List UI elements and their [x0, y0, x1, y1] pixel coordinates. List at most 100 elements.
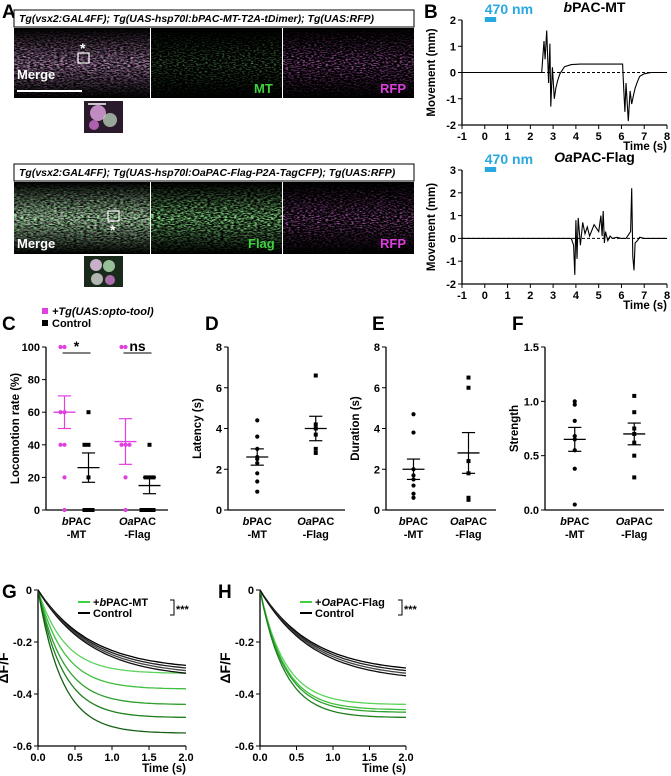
series-line-5 [37, 589, 187, 667]
stimulus-bar [484, 17, 497, 22]
y-tick-label: 0 [216, 505, 222, 517]
y-tick-label: -1 [446, 94, 456, 106]
series-line-3 [259, 589, 407, 719]
x-tick-label: -1 [457, 131, 467, 143]
data-point [255, 418, 260, 423]
data-point [572, 418, 577, 423]
channel-label-rfp-bottom: RFP [380, 236, 406, 251]
x-tick-label: -1 [457, 290, 467, 302]
y-tick-label: 100 [22, 342, 40, 354]
data-point [632, 475, 637, 480]
data-point [313, 450, 318, 455]
y-tick-label: 8 [374, 342, 380, 354]
data-point [411, 495, 416, 500]
image-rfp-bottom [283, 182, 414, 254]
y-tick-label: 0 [450, 233, 456, 245]
y-tick-label: 4 [216, 424, 223, 436]
significance-bracket [170, 599, 175, 616]
title-box-bottom [13, 163, 415, 182]
y-tick-label: 40 [28, 440, 40, 452]
image-merge-bottom [14, 182, 150, 254]
y-tick-label: 0 [248, 585, 254, 597]
stimulus-label: 470 nm [485, 1, 533, 17]
data-point [86, 410, 91, 415]
series-line-0 [462, 30, 667, 122]
panel-label-a: A [2, 2, 16, 23]
y-tick-label: -0.6 [235, 741, 254, 753]
data-point [572, 466, 577, 471]
image-rfp-top [283, 28, 414, 99]
y-tick-label: 2 [374, 464, 380, 476]
channel-label-merge-top: Merge [17, 67, 55, 82]
significance-label: *** [404, 604, 418, 616]
x-tick-label: 4 [573, 131, 580, 143]
chart-title: bPAC-MT [564, 0, 626, 15]
y-tick-label: 8 [216, 342, 222, 354]
series-line-4 [259, 589, 407, 669]
x-tick-label: 2.0 [178, 752, 193, 764]
y-axis-label: Duration (s) [350, 396, 362, 461]
legend-label: Control [52, 318, 91, 330]
legend-label: +bPAC-MT [93, 597, 148, 609]
data-point [632, 453, 637, 458]
data-point [632, 410, 637, 415]
category-label: bPAC -MT [62, 516, 91, 541]
x-tick-label: 7 [641, 290, 647, 302]
legend-swatch [42, 320, 48, 326]
series-line-1 [37, 589, 187, 690]
series-line-7 [259, 589, 407, 677]
legend-label: +Tg(UAS:opto-tool) [52, 306, 154, 318]
data-point [313, 373, 318, 378]
y-tick-label: 0 [374, 505, 380, 517]
data-point [572, 502, 577, 507]
y-tick-label: 6 [374, 383, 380, 395]
data-point [123, 344, 128, 350]
y-tick-label: 0 [26, 585, 32, 597]
significance-label: ns [129, 338, 146, 354]
inset-bottom [84, 256, 123, 287]
x-tick-label: 2.0 [398, 752, 413, 764]
y-axis-label: Movement (mm) [426, 183, 438, 271]
y-tick-label: -0.6 [13, 741, 32, 753]
chart-E: 0 2 4 6 8 Duration (s) bPAC -MT OaPAC -Flag [350, 342, 496, 541]
inset-top [84, 101, 123, 133]
y-tick-label: 3 [450, 165, 456, 177]
series-line-2 [259, 589, 407, 713]
x-tick-label: 6 [618, 290, 624, 302]
stimulus-label: 470 nm [485, 151, 533, 167]
y-tick-label: 80 [28, 375, 40, 387]
panel-label-g: G [2, 582, 17, 603]
data-point [255, 489, 260, 494]
legend-label: Control [93, 608, 132, 620]
data-point [147, 442, 152, 447]
significance-label: * [74, 338, 80, 354]
data-point [62, 344, 67, 350]
data-point [143, 508, 148, 512]
data-point [466, 497, 471, 502]
series-line-7 [37, 589, 187, 672]
data-point [62, 475, 67, 480]
data-point [82, 508, 87, 512]
panel-a-bottom: Tg(vsx2:GAL4FF); Tg(UAS-hsp70l:OaPAC-Fla… [13, 163, 415, 287]
y-tick-label: -0.4 [235, 689, 255, 701]
series-line-6 [37, 589, 187, 669]
y-tick-label: 0.0 [524, 505, 539, 517]
x-tick-label: 1.5 [362, 752, 377, 764]
data-point [147, 508, 152, 512]
x-tick-label: 0.5 [289, 752, 304, 764]
y-tick-label: 1.5 [524, 342, 539, 354]
x-tick-label: 1 [504, 131, 510, 143]
y-axis-label: Strength [509, 405, 521, 452]
x-tick-label: 5 [596, 290, 602, 302]
image-flag-bottom [151, 182, 282, 254]
panel-label-b: B [424, 2, 438, 23]
x-tick-label: 0.0 [30, 752, 45, 764]
category-label: OaPAC -Flag [297, 516, 334, 541]
series-line-3 [37, 589, 187, 719]
x-tick-label: 1.5 [141, 752, 156, 764]
